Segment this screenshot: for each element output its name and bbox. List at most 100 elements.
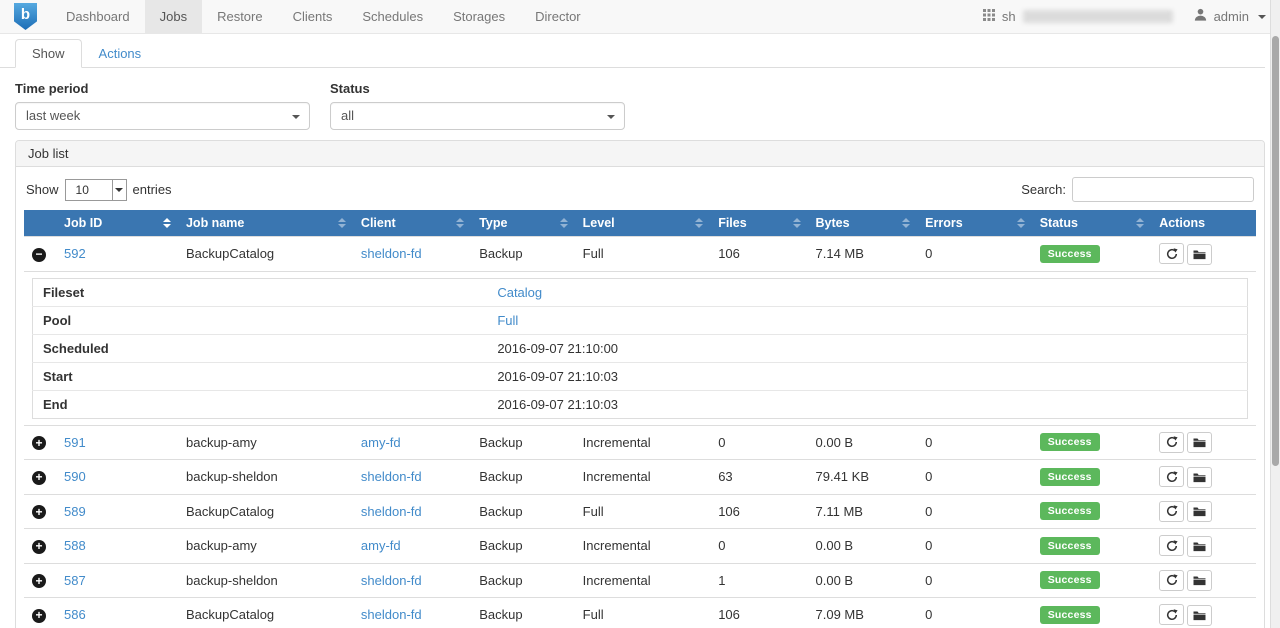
job-errors-cell: 0: [917, 529, 1032, 564]
job-type-cell: Backup: [471, 529, 574, 564]
panel-title: Job list: [16, 141, 1264, 167]
collapse-row-icon[interactable]: −: [32, 248, 46, 262]
nav-item-storages[interactable]: Storages: [438, 0, 520, 33]
time-period-select[interactable]: last week: [15, 102, 310, 130]
job-files-button[interactable]: [1187, 244, 1212, 265]
status-badge: Success: [1040, 502, 1100, 520]
expand-row-icon[interactable]: +: [32, 436, 46, 450]
pool-link[interactable]: Full: [497, 313, 518, 328]
job-level-cell: Incremental: [575, 425, 711, 460]
column-header-job-name[interactable]: Job name: [178, 210, 353, 237]
job-id-link[interactable]: 587: [64, 573, 86, 588]
job-files-button[interactable]: [1187, 605, 1212, 626]
column-header-job-id[interactable]: Job ID: [56, 210, 178, 237]
status-select[interactable]: all: [330, 102, 625, 130]
client-link[interactable]: sheldon-fd: [361, 504, 422, 519]
rerun-job-button[interactable]: [1159, 501, 1184, 522]
client-link[interactable]: sheldon-fd: [361, 607, 422, 622]
job-id-link[interactable]: 588: [64, 538, 86, 553]
job-files-button[interactable]: [1187, 432, 1212, 453]
expand-row-icon[interactable]: +: [32, 609, 46, 623]
client-link[interactable]: amy-fd: [361, 435, 401, 450]
sort-icon[interactable]: [163, 218, 171, 228]
job-id-link[interactable]: 592: [64, 246, 86, 261]
app-logo[interactable]: b: [0, 0, 51, 33]
job-errors-cell: 0: [917, 598, 1032, 628]
detail-row: FilesetCatalog: [33, 278, 1248, 306]
sort-icon[interactable]: [902, 218, 910, 228]
job-files-button[interactable]: [1187, 570, 1212, 591]
rerun-job-button[interactable]: [1159, 535, 1184, 556]
job-name-cell: backup-amy: [178, 529, 353, 564]
filters: Time period last week Status all: [0, 68, 1280, 130]
job-type-cell: Backup: [471, 460, 574, 495]
client-link[interactable]: sheldon-fd: [361, 469, 422, 484]
status-badge: Success: [1040, 433, 1100, 451]
expand-row-icon[interactable]: +: [32, 505, 46, 519]
sort-icon[interactable]: [560, 218, 568, 228]
user-menu[interactable]: admin: [1214, 9, 1249, 24]
column-header-type[interactable]: Type: [471, 210, 574, 237]
column-header-expand: [24, 210, 56, 237]
client-link[interactable]: sheldon-fd: [361, 573, 422, 588]
job-id-link[interactable]: 586: [64, 607, 86, 622]
column-header-client[interactable]: Client: [353, 210, 471, 237]
job-id-link[interactable]: 591: [64, 435, 86, 450]
job-errors-cell: 0: [917, 563, 1032, 598]
detail-value: 2016-09-07 21:10:03: [489, 390, 1247, 418]
job-bytes-cell: 7.09 MB: [808, 598, 918, 628]
tab-show[interactable]: Show: [15, 39, 82, 68]
sort-icon[interactable]: [456, 218, 464, 228]
rerun-job-button[interactable]: [1159, 570, 1184, 591]
job-files-button[interactable]: [1187, 501, 1212, 522]
job-level-cell: Full: [575, 598, 711, 628]
job-files-cell: 106: [710, 494, 807, 529]
job-id-link[interactable]: 590: [64, 469, 86, 484]
column-header-files[interactable]: Files: [710, 210, 807, 237]
search-input[interactable]: [1072, 177, 1254, 202]
expand-row-icon[interactable]: +: [32, 471, 46, 485]
column-header-status[interactable]: Status: [1032, 210, 1152, 237]
nav-item-director[interactable]: Director: [520, 0, 596, 33]
rerun-job-button[interactable]: [1159, 432, 1184, 453]
entries-per-page-select[interactable]: 10: [65, 179, 127, 201]
nav-item-clients[interactable]: Clients: [278, 0, 348, 33]
scrollbar-thumb[interactable]: [1272, 36, 1279, 466]
job-id-link[interactable]: 589: [64, 504, 86, 519]
client-link[interactable]: amy-fd: [361, 538, 401, 553]
tab-actions[interactable]: Actions: [82, 39, 159, 68]
job-files-cell: 63: [710, 460, 807, 495]
job-bytes-cell: 79.41 KB: [808, 460, 918, 495]
column-header-actions[interactable]: Actions: [1151, 210, 1256, 237]
sort-icon[interactable]: [1017, 218, 1025, 228]
sort-icon[interactable]: [338, 218, 346, 228]
column-header-bytes[interactable]: Bytes: [808, 210, 918, 237]
rerun-job-button[interactable]: [1159, 243, 1184, 264]
job-level-cell: Full: [575, 494, 711, 529]
nav-item-jobs[interactable]: Jobs: [145, 0, 202, 33]
host-name-redacted: [1023, 10, 1173, 23]
job-files-cell: 1: [710, 563, 807, 598]
nav-item-schedules[interactable]: Schedules: [347, 0, 438, 33]
nav-item-dashboard[interactable]: Dashboard: [51, 0, 145, 33]
job-files-button[interactable]: [1187, 536, 1212, 557]
host-name[interactable]: sh: [1002, 9, 1016, 24]
rerun-job-button[interactable]: [1159, 466, 1184, 487]
job-files-button[interactable]: [1187, 467, 1212, 488]
column-header-level[interactable]: Level: [575, 210, 711, 237]
baculum-logo-icon: b: [14, 3, 37, 30]
vertical-scrollbar[interactable]: [1270, 0, 1280, 628]
rerun-job-button[interactable]: [1159, 604, 1184, 625]
sort-icon[interactable]: [1136, 218, 1144, 228]
fileset-link[interactable]: Catalog: [497, 285, 542, 300]
nav-item-restore[interactable]: Restore: [202, 0, 278, 33]
client-link[interactable]: sheldon-fd: [361, 246, 422, 261]
sort-icon[interactable]: [695, 218, 703, 228]
expand-row-icon[interactable]: +: [32, 574, 46, 588]
job-files-cell: 0: [710, 529, 807, 564]
expand-row-icon[interactable]: +: [32, 540, 46, 554]
table-row: +586BackupCatalogsheldon-fdBackupFull106…: [24, 598, 1256, 628]
sort-icon[interactable]: [793, 218, 801, 228]
job-files-cell: 106: [710, 598, 807, 628]
column-header-errors[interactable]: Errors: [917, 210, 1032, 237]
